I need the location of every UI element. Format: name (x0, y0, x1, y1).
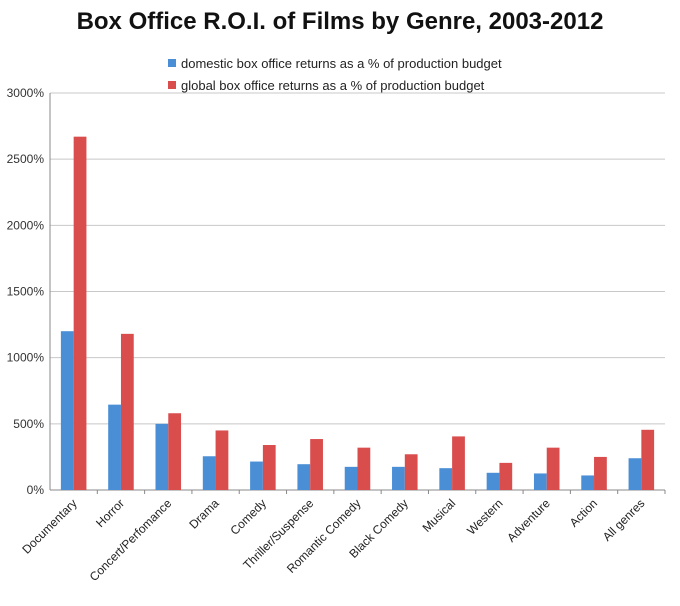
x-tick-label: Comedy (228, 496, 269, 537)
x-tick-label: Horror (93, 496, 127, 530)
x-tick-label: Concert/Perfomance (87, 496, 175, 584)
bar-domestic (344, 466, 358, 490)
bar-domestic (108, 404, 121, 490)
bar-global (594, 456, 607, 490)
x-tick-label: All genres (600, 496, 648, 544)
bar-global (452, 436, 465, 490)
legend-label-global: global box office returns as a % of prod… (181, 77, 485, 93)
bar-domestic (155, 423, 169, 490)
chart-title: Box Office R.O.I. of Films by Genre, 200… (76, 8, 604, 35)
bar-domestic (628, 458, 642, 490)
bar-global (546, 447, 560, 490)
y-tick-label: 500% (13, 417, 44, 431)
legend-swatch-domestic (168, 59, 176, 67)
bar-global (310, 439, 323, 490)
x-tick-label: Western (464, 496, 505, 537)
bar-global (262, 445, 276, 490)
bar-global (120, 333, 134, 490)
x-tick-label: Action (567, 496, 600, 529)
x-tick-label: Drama (186, 496, 222, 532)
y-tick-label: 0% (27, 483, 45, 497)
legend-item-global: global box office returns as a % of prod… (168, 74, 502, 96)
bar-global (73, 136, 87, 491)
bar-global (404, 454, 418, 490)
legend-item-domestic: domestic box office returns as a % of pr… (168, 52, 502, 74)
bar-global (499, 462, 513, 490)
y-tick-label: 1500% (7, 285, 45, 299)
legend: domestic box office returns as a % of pr… (168, 52, 502, 96)
y-tick-label: 2000% (7, 218, 45, 232)
bar-global (168, 413, 182, 490)
bar-domestic (297, 464, 311, 490)
bar-domestic (392, 466, 405, 490)
bar-global (215, 430, 229, 490)
x-tick-label: Musical (420, 496, 459, 535)
bar-global (357, 447, 371, 490)
bar-domestic (533, 473, 547, 490)
bar-domestic (60, 331, 74, 490)
bar-domestic (486, 472, 500, 490)
y-tick-label: 1000% (7, 351, 45, 365)
legend-swatch-global (168, 81, 176, 89)
x-tick-label: Documentary (19, 496, 79, 556)
y-tick-label: 3000% (7, 86, 45, 100)
y-tick-label: 2500% (7, 152, 45, 166)
bar-domestic (439, 468, 453, 490)
bar-domestic (250, 461, 263, 490)
bar-domestic (202, 456, 216, 490)
x-tick-label: Adventure (504, 496, 553, 545)
bar-domestic (581, 475, 595, 490)
bar-global (641, 429, 655, 490)
legend-label-domestic: domestic box office returns as a % of pr… (181, 55, 502, 71)
